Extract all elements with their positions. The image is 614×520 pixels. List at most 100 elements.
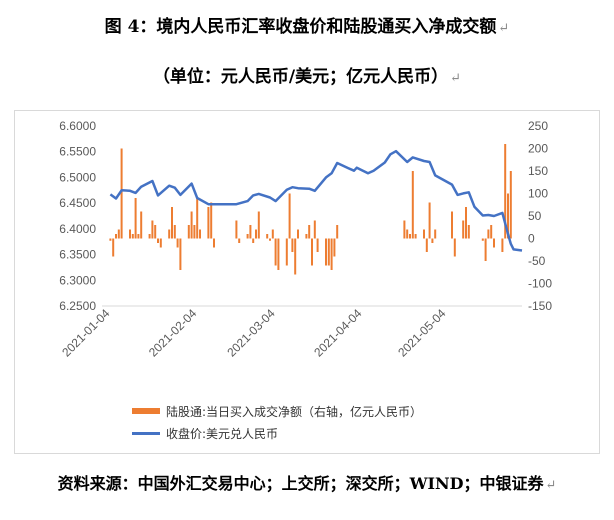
net-buy-bar [333,238,336,257]
net-buy-bar [285,238,288,266]
net-buy-bar [129,229,131,239]
net-buy-bar [269,238,271,241]
closing-price-line [109,149,523,252]
net-buy-bar [493,238,495,248]
net-buy-bar [305,234,308,239]
net-buy-bar [311,238,313,266]
net-buy-bar [179,238,182,270]
net-buy-bar [274,238,277,266]
paragraph-mark-icon: ↵ [498,21,510,36]
net-buy-bar [451,211,453,239]
net-buy-bar [330,238,333,270]
net-buy-bar [294,238,297,275]
x-axis-tick-label: 2021-01-04 [59,306,113,360]
net-buy-bar [297,229,299,239]
net-buy-bar [288,193,291,239]
left-axis-tick-label: 6.2500 [59,299,96,313]
net-buy-bar [409,234,411,239]
net-buy-bar [501,238,504,252]
net-buy-bar [196,198,199,239]
net-buy-bar [425,238,428,252]
net-buy-bar [246,234,249,239]
left-axis-tick-label: 6.4000 [59,222,96,236]
net-buy-bar [213,238,215,248]
net-buy-bar [507,193,509,239]
left-axis-tick-label: 6.6000 [59,119,96,133]
net-buy-bar [157,238,159,243]
net-buy-bar [423,229,425,239]
right-axis-tick-label: -50 [528,254,546,268]
net-buy-bar [171,207,173,239]
legend-line-swatch [132,431,160,435]
chart-title: 图 4：境内人民币汇率收盘价和陆股通买入净成交额 ↵ [0,12,614,37]
net-buy-bar [207,207,210,239]
net-buy-bar [336,225,339,239]
net-buy-bar [308,225,311,239]
legend-bar-swatch [132,408,160,414]
right-axis-tick-label: 250 [528,119,548,133]
net-buy-bar [117,229,120,239]
right-axis-tick-label: -150 [528,299,552,313]
x-axis-tick-label: 2021-04-04 [311,306,365,360]
net-buy-bar [453,238,456,257]
net-buy-bar [249,225,252,239]
legend-line-label: 收盘价:美元兑人民币 [166,426,279,441]
net-buy-bar [266,234,269,239]
net-buy-bar [257,211,260,239]
net-buy-bar [199,229,201,239]
net-buy-bar [159,238,162,248]
net-buy-bar [176,238,179,248]
net-buy-bar [504,144,507,239]
net-buy-bar [271,229,274,239]
right-axis-tick-label: 100 [528,187,548,201]
net-buy-bar [151,220,154,239]
x-axis-tick-label: 2021-02-04 [146,306,200,360]
net-buy-bar [467,225,470,239]
x-axis-tick-label: 2021-05-04 [395,306,449,360]
net-buy-bar [509,171,512,239]
net-buy-bar [140,211,143,239]
net-buy-bar [148,234,151,239]
net-buy-bar [434,229,437,239]
right-axis-tick-label: 200 [528,142,548,156]
legend-item-line: 收盘价:美元兑人民币 [132,422,422,444]
net-buy-bar [187,225,190,239]
legend-bar-label: 陆股通:当日买入成交净额（右轴，亿元人民币） [166,404,423,419]
net-buy-bar [462,220,465,239]
net-buy-bar [316,238,319,252]
net-buy-bar [465,207,467,239]
net-buy-bar [131,234,134,239]
chart-legend: 陆股通:当日买入成交净额（右轴，亿元人民币） 收盘价:美元兑人民币 [132,400,422,444]
right-axis-tick-label: 50 [528,209,542,223]
x-axis-tick-label: 2021-03-04 [224,306,278,360]
net-buy-bar [277,238,280,270]
left-axis-tick-label: 6.3500 [59,248,96,262]
net-buy-bar [134,198,137,239]
paragraph-mark-icon: ↵ [450,71,462,86]
net-buy-bar [428,202,431,239]
net-buy-bar [115,234,117,239]
net-buy-bar [255,229,257,239]
net-buy-bar [490,225,493,239]
net-buy-bar [481,238,484,241]
net-buy-bar [313,220,316,239]
left-axis-tick-label: 6.5500 [59,145,96,159]
source-text: 资料来源：中国外汇交易中心；上交所；深交所；WIND；中银证券 [57,474,544,493]
net-buy-bar [414,234,417,239]
legend-item-bar: 陆股通:当日买入成交净额（右轴，亿元人民币） [132,400,422,422]
net-buy-bar [235,220,238,239]
net-buy-bar [252,238,255,243]
right-axis-tick-label: 150 [528,164,548,178]
chart-plot: 6.6000 6.5500 6.5000 6.4500 6.4000 6.3500 6.30… [59,119,552,360]
right-axis-tick-label: -100 [528,277,552,291]
paragraph-mark-icon: ↵ [545,478,557,493]
net-buy-bar [325,238,327,266]
net-buy-bar [487,229,490,239]
right-axis-tick-label: 0 [528,232,535,246]
net-buy-bar [137,234,140,239]
chart-title-text: 图 4：境内人民币汇率收盘价和陆股通买入净成交额 [104,17,497,37]
net-buy-bar [484,238,487,261]
net-buy-bar [210,202,213,239]
net-buy-bar [406,229,409,239]
left-axis-tick-label: 6.5000 [59,170,96,184]
